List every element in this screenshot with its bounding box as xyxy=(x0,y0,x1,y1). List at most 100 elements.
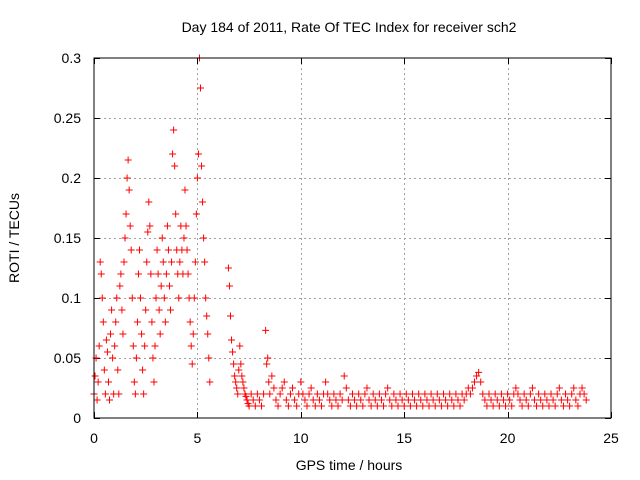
y-tick-label: 0 xyxy=(73,410,81,426)
data-point xyxy=(408,390,416,398)
data-point xyxy=(448,396,456,404)
data-point xyxy=(456,402,464,410)
data-point xyxy=(578,384,586,392)
data-point xyxy=(97,270,105,278)
data-point xyxy=(435,396,443,404)
data-point xyxy=(355,390,363,398)
data-point xyxy=(103,348,111,356)
data-point xyxy=(135,246,143,254)
data-point xyxy=(311,402,319,410)
data-point xyxy=(489,402,497,410)
data-point xyxy=(168,258,176,266)
data-point xyxy=(228,336,236,344)
data-point xyxy=(411,396,419,404)
data-point xyxy=(384,384,392,392)
data-point xyxy=(188,360,196,368)
data-point xyxy=(99,318,107,326)
data-point xyxy=(249,396,257,404)
data-point xyxy=(512,384,520,392)
data-point xyxy=(163,222,171,230)
data-point xyxy=(582,396,590,404)
y-tick-label: 0.25 xyxy=(54,110,81,126)
data-point xyxy=(198,162,206,170)
data-point xyxy=(574,402,582,410)
data-point xyxy=(359,402,367,410)
data-point xyxy=(377,396,385,404)
data-point xyxy=(539,402,547,410)
axis-ticks xyxy=(94,58,612,419)
data-point xyxy=(518,402,526,410)
data-point xyxy=(328,402,336,410)
data-point xyxy=(504,390,512,398)
data-point xyxy=(528,384,536,392)
data-point xyxy=(497,390,505,398)
data-point xyxy=(159,258,167,266)
data-point xyxy=(419,402,427,410)
data-point xyxy=(112,318,120,326)
data-point xyxy=(516,396,524,404)
data-point xyxy=(182,222,190,230)
data-point xyxy=(508,402,516,410)
data-point xyxy=(121,234,129,242)
data-point xyxy=(148,318,156,326)
data-point xyxy=(117,270,125,278)
data-point xyxy=(194,150,202,158)
data-point xyxy=(245,402,253,410)
data-point xyxy=(190,294,198,302)
data-point xyxy=(303,402,311,410)
data-point xyxy=(431,402,439,410)
data-point xyxy=(473,372,481,380)
data-point xyxy=(336,390,344,398)
data-point xyxy=(93,396,101,404)
data-point xyxy=(278,384,286,392)
data-point xyxy=(481,396,489,404)
data-point xyxy=(262,326,270,334)
data-point xyxy=(204,330,212,338)
data-point xyxy=(225,282,233,290)
data-point xyxy=(499,396,507,404)
data-point xyxy=(96,258,104,266)
data-point xyxy=(264,354,272,362)
data-point xyxy=(427,390,435,398)
data-point xyxy=(199,198,207,206)
x-tick-label: 5 xyxy=(194,430,202,446)
data-point xyxy=(380,402,388,410)
data-point xyxy=(313,390,321,398)
data-point xyxy=(340,372,348,380)
data-point xyxy=(369,390,377,398)
data-point xyxy=(205,354,213,362)
data-point xyxy=(332,396,340,404)
data-point xyxy=(131,390,139,398)
data-point xyxy=(144,228,152,236)
data-point xyxy=(167,306,175,314)
data-point xyxy=(157,282,165,290)
data-point xyxy=(253,390,261,398)
data-point xyxy=(176,258,184,266)
data-point xyxy=(153,246,161,254)
data-point xyxy=(109,354,117,362)
data-point xyxy=(114,366,122,374)
data-point xyxy=(433,390,441,398)
data-point xyxy=(100,366,108,374)
data-point xyxy=(344,396,352,404)
data-point xyxy=(338,396,346,404)
data-point xyxy=(425,402,433,410)
data-point xyxy=(230,360,238,368)
data-point xyxy=(326,396,334,404)
data-point xyxy=(417,396,425,404)
data-point xyxy=(520,390,528,398)
data-point xyxy=(243,396,251,404)
data-point xyxy=(193,174,201,182)
data-point xyxy=(284,402,292,410)
data-point xyxy=(229,348,237,356)
data-point xyxy=(562,390,570,398)
data-point xyxy=(514,390,522,398)
data-point xyxy=(421,390,429,398)
data-point xyxy=(564,396,572,404)
data-point xyxy=(301,396,309,404)
data-point xyxy=(234,390,242,398)
data-point xyxy=(158,234,166,242)
data-point xyxy=(155,306,163,314)
data-point xyxy=(270,384,278,392)
data-point xyxy=(280,378,288,386)
